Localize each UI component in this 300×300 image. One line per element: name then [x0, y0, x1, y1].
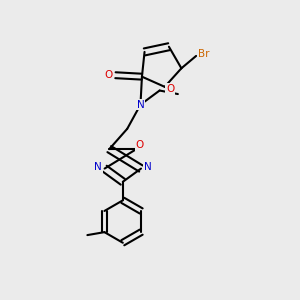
Text: O: O — [136, 140, 144, 150]
Text: O: O — [105, 70, 113, 80]
Text: N: N — [94, 162, 102, 172]
Text: N: N — [136, 100, 144, 110]
Text: O: O — [166, 84, 174, 94]
Text: N: N — [144, 162, 152, 172]
Text: Br: Br — [198, 50, 209, 59]
